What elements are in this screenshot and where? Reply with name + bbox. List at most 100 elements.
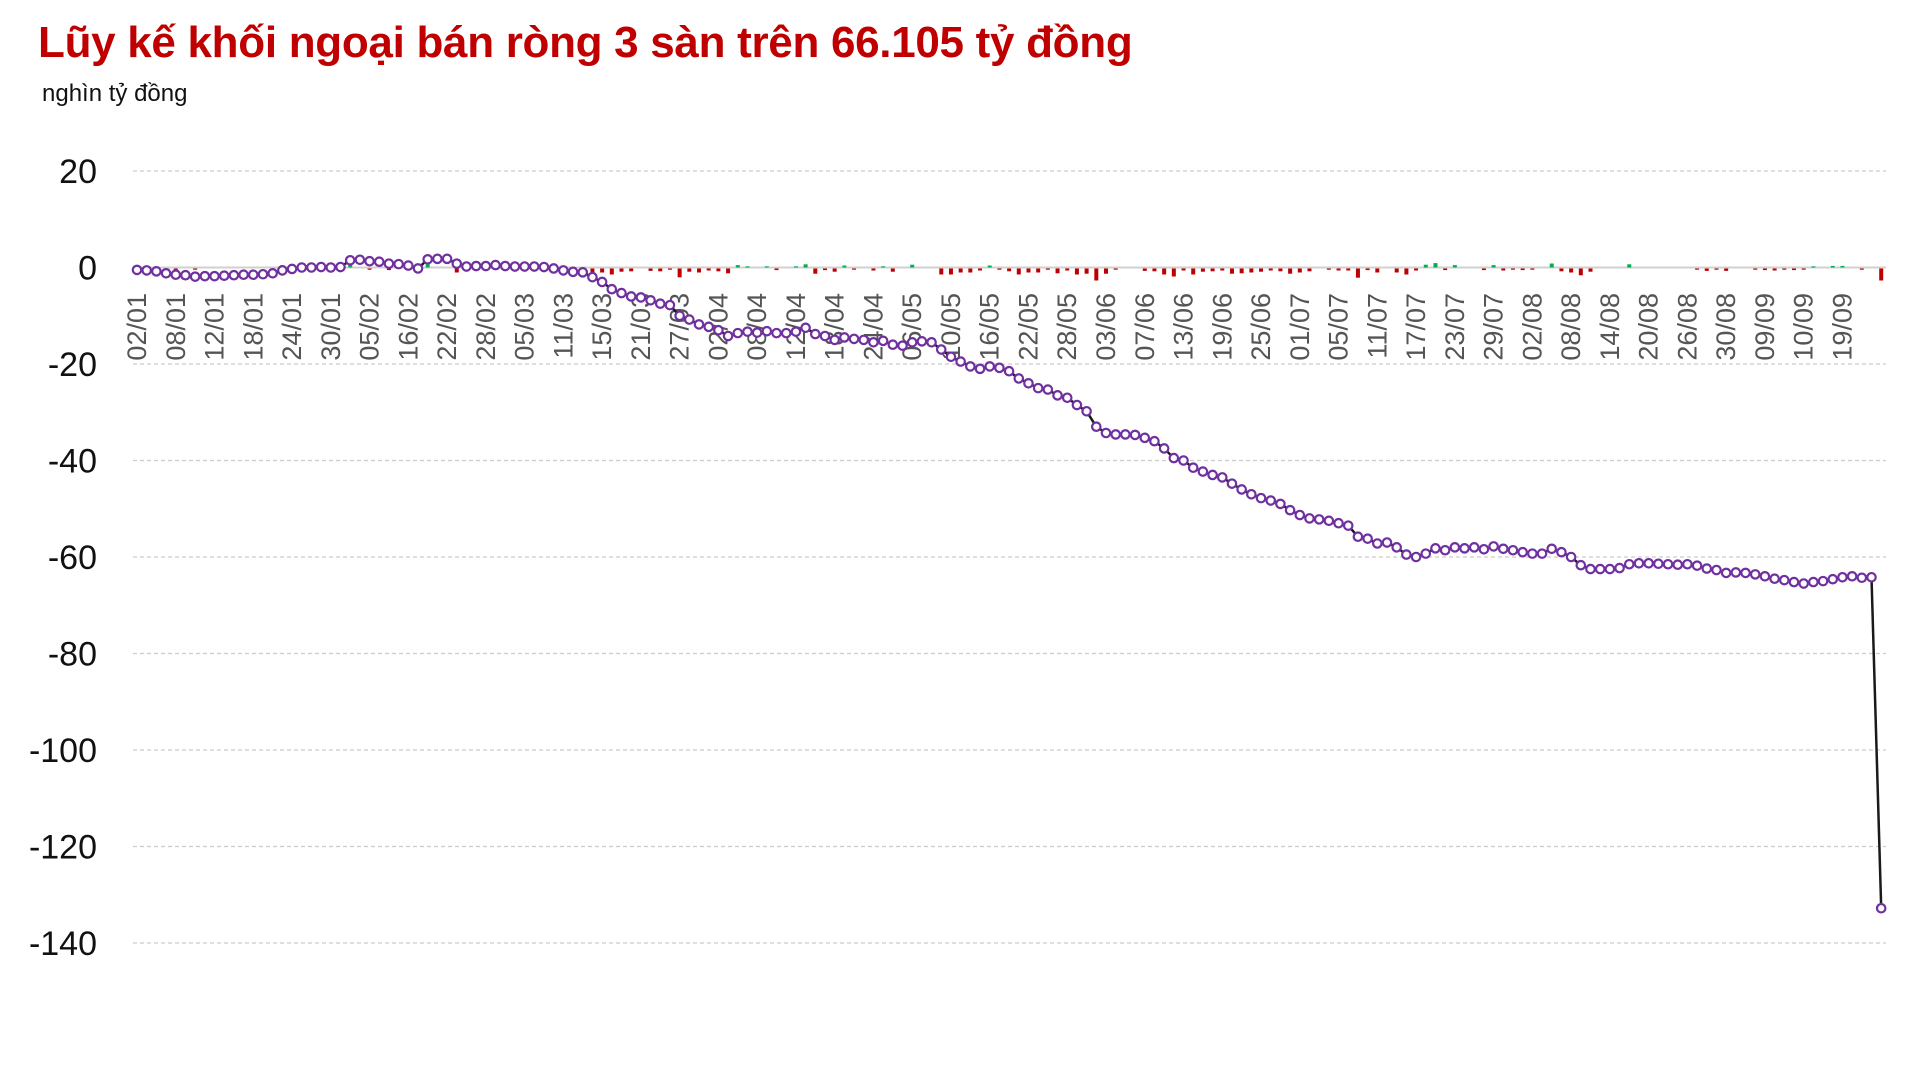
data-point bbox=[1546, 543, 1558, 555]
x-tick-label: 16/02 bbox=[393, 293, 423, 361]
daily-flow-bar bbox=[1569, 268, 1574, 273]
daily-flow-bar bbox=[1375, 268, 1380, 273]
data-point bbox=[684, 314, 695, 325]
daily-flow-bar bbox=[1695, 268, 1700, 270]
data-point bbox=[1468, 542, 1480, 553]
data-point bbox=[509, 261, 521, 272]
data-point bbox=[1643, 557, 1654, 569]
data-point bbox=[577, 267, 589, 278]
data-point bbox=[1410, 551, 1422, 563]
daily-flow-bar bbox=[600, 268, 605, 273]
x-tick-label: 07/06 bbox=[1130, 293, 1160, 361]
daily-flow-bar bbox=[1200, 268, 1205, 272]
data-point bbox=[218, 270, 230, 282]
data-point bbox=[1740, 567, 1751, 579]
data-point bbox=[1866, 571, 1877, 583]
data-point bbox=[160, 267, 172, 279]
y-tick-label: 20 bbox=[59, 153, 97, 191]
daily-flow-bar bbox=[1074, 268, 1079, 275]
data-point bbox=[461, 261, 472, 272]
daily-flow-bar bbox=[1365, 268, 1370, 271]
data-point bbox=[373, 256, 385, 268]
data-point bbox=[558, 265, 569, 276]
daily-flow-bar bbox=[881, 266, 886, 268]
x-tick-label: 25/06 bbox=[1246, 293, 1276, 361]
x-tick-label: 29/07 bbox=[1479, 293, 1509, 361]
data-point bbox=[1139, 432, 1151, 444]
data-point bbox=[1381, 537, 1393, 548]
data-point bbox=[616, 287, 627, 299]
daily-flow-bar bbox=[1307, 268, 1312, 272]
daily-flow-bar bbox=[1229, 268, 1234, 274]
daily-flow-bar bbox=[1404, 268, 1409, 275]
daily-flow-bar bbox=[1016, 268, 1021, 275]
daily-flow-bar bbox=[386, 268, 391, 271]
data-point bbox=[1711, 564, 1722, 576]
data-point bbox=[625, 291, 637, 302]
data-point bbox=[1313, 514, 1325, 525]
x-tick-label: 18/01 bbox=[238, 293, 268, 361]
data-point bbox=[1236, 484, 1247, 495]
daily-flow-bar bbox=[1065, 268, 1070, 271]
data-point bbox=[1691, 560, 1703, 571]
data-point bbox=[1391, 542, 1402, 553]
data-point bbox=[1837, 571, 1848, 583]
daily-flow-bar bbox=[978, 268, 983, 271]
x-tick-label: 08/01 bbox=[161, 293, 191, 361]
data-point bbox=[1042, 384, 1054, 395]
daily-flow-bar bbox=[890, 268, 895, 272]
data-point bbox=[839, 332, 850, 343]
daily-flow-bar bbox=[910, 264, 915, 268]
data-point bbox=[1129, 429, 1141, 441]
data-point bbox=[1430, 543, 1441, 554]
data-point bbox=[548, 263, 559, 274]
daily-flow-bar bbox=[793, 266, 798, 268]
data-point bbox=[1091, 421, 1102, 433]
data-point bbox=[587, 271, 598, 283]
data-point bbox=[538, 261, 550, 273]
daily-flow-bar bbox=[803, 264, 808, 268]
x-tick-label: 26/08 bbox=[1672, 293, 1702, 361]
daily-flow-bar bbox=[367, 268, 372, 270]
daily-flow-bar bbox=[948, 268, 953, 275]
data-point bbox=[1362, 533, 1373, 544]
daily-flow-bar bbox=[1830, 265, 1835, 268]
data-point bbox=[141, 265, 152, 276]
daily-flow-bar bbox=[1452, 265, 1457, 268]
data-point bbox=[1788, 576, 1800, 588]
data-point bbox=[809, 328, 821, 340]
data-point bbox=[1517, 546, 1528, 558]
data-point bbox=[596, 276, 608, 288]
daily-flow-bar bbox=[1578, 268, 1583, 276]
daily-flow-bar bbox=[716, 268, 721, 272]
data-point bbox=[1536, 548, 1548, 559]
data-point bbox=[1488, 541, 1499, 552]
data-point bbox=[1304, 513, 1315, 524]
data-point bbox=[1246, 488, 1257, 500]
data-point bbox=[761, 325, 773, 337]
data-point bbox=[674, 310, 685, 322]
data-point bbox=[1158, 443, 1170, 454]
x-tick-label: 10/09 bbox=[1789, 293, 1819, 361]
daily-flow-bar bbox=[987, 265, 992, 268]
daily-flow-bar bbox=[1724, 268, 1729, 271]
daily-flow-bar bbox=[852, 268, 857, 270]
daily-flow-bar bbox=[1433, 263, 1438, 268]
x-tick-label: 15/03 bbox=[587, 293, 617, 361]
data-point bbox=[1439, 544, 1451, 556]
data-point bbox=[1294, 509, 1306, 521]
data-point bbox=[412, 263, 424, 274]
data-point bbox=[1633, 557, 1645, 569]
data-point bbox=[1682, 558, 1693, 570]
daily-flow-bar bbox=[1084, 268, 1089, 274]
data-point bbox=[974, 363, 986, 375]
x-tick-label: 19/06 bbox=[1207, 293, 1237, 361]
data-point bbox=[742, 326, 753, 337]
data-point bbox=[1749, 569, 1761, 580]
daily-flow-bar bbox=[1559, 268, 1564, 272]
daily-flow-bar bbox=[774, 268, 779, 271]
data-point bbox=[1323, 515, 1335, 527]
data-point bbox=[1372, 538, 1383, 549]
daily-flow-bar bbox=[1036, 268, 1041, 273]
